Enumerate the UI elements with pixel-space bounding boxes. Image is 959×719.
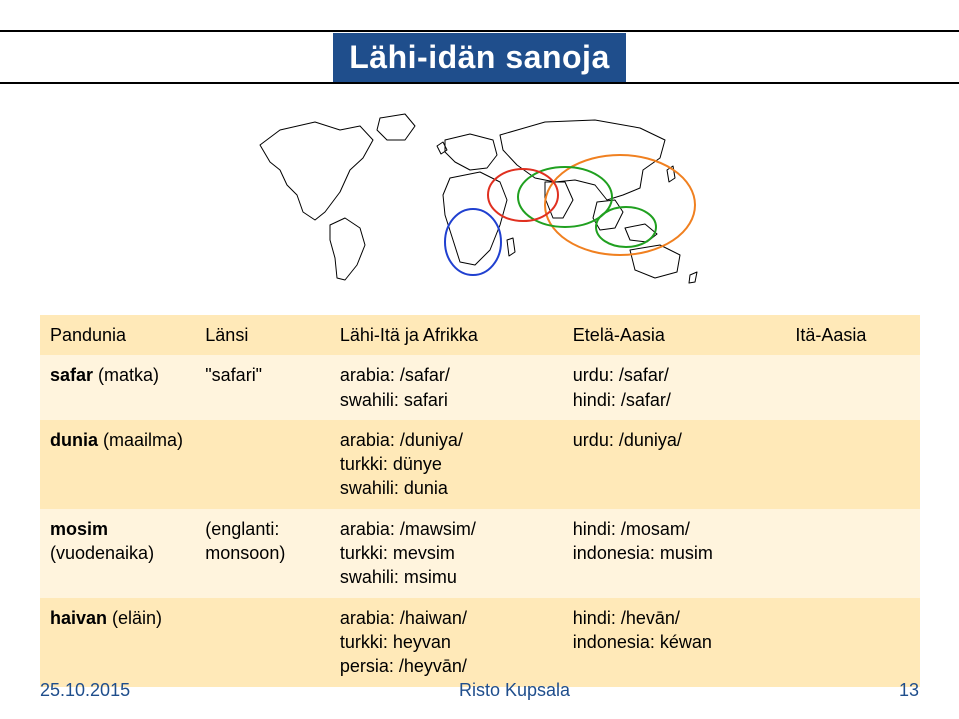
footer-page: 13 bbox=[899, 680, 919, 701]
cell-lahi: arabia: /mawsim/turkki: mevsimswahili: m… bbox=[330, 509, 563, 598]
circle-green-sea bbox=[596, 207, 656, 247]
cell-pandunia: safar (matka) bbox=[40, 355, 195, 420]
footer-author: Risto Kupsala bbox=[459, 680, 570, 701]
vocab-table: Pandunia Länsi Lähi-Itä ja Afrikka Etelä… bbox=[40, 315, 920, 687]
circle-orange-southasia bbox=[545, 155, 695, 255]
th-ita-aasia: Itä-Aasia bbox=[785, 315, 920, 355]
cell-lansi: (englanti: monsoon) bbox=[195, 509, 330, 598]
th-lahi-ita: Lähi-Itä ja Afrikka bbox=[330, 315, 563, 355]
cell-ita bbox=[785, 509, 920, 598]
cell-pandunia: haivan (eläin) bbox=[40, 598, 195, 687]
world-map-svg bbox=[245, 100, 715, 290]
circle-red-arabic bbox=[488, 169, 558, 221]
cell-lansi bbox=[195, 598, 330, 687]
landmasses bbox=[260, 114, 697, 283]
cell-lahi: arabia: /safar/swahili: safari bbox=[330, 355, 563, 420]
page-title: Lähi-idän sanoja bbox=[333, 33, 625, 82]
cell-etela: urdu: /safar/hindi: /safar/ bbox=[563, 355, 786, 420]
cell-ita bbox=[785, 355, 920, 420]
cell-ita bbox=[785, 420, 920, 509]
table-row: haivan (eläin) arabia: /haiwan/turkki: h… bbox=[40, 598, 920, 687]
th-pandunia: Pandunia bbox=[40, 315, 195, 355]
world-map bbox=[245, 100, 715, 290]
table-row: dunia (maailma) arabia: /duniya/turkki: … bbox=[40, 420, 920, 509]
table-header-row: Pandunia Länsi Lähi-Itä ja Afrikka Etelä… bbox=[40, 315, 920, 355]
th-lansi: Länsi bbox=[195, 315, 330, 355]
cell-etela: urdu: /duniya/ bbox=[563, 420, 786, 509]
cell-ita bbox=[785, 598, 920, 687]
slide-footer: 25.10.2015 Risto Kupsala 13 bbox=[0, 680, 959, 701]
table-row: safar (matka) "safari" arabia: /safar/sw… bbox=[40, 355, 920, 420]
cell-pandunia: mosim(vuodenaika) bbox=[40, 509, 195, 598]
cell-etela: hindi: /mosam/indonesia: musim bbox=[563, 509, 786, 598]
cell-etela: hindi: /hevān/indonesia: kéwan bbox=[563, 598, 786, 687]
table-row: mosim(vuodenaika) (englanti: monsoon) ar… bbox=[40, 509, 920, 598]
cell-lahi: arabia: /haiwan/turkki: heyvanpersia: /h… bbox=[330, 598, 563, 687]
footer-date: 25.10.2015 bbox=[40, 680, 130, 701]
cell-lansi: "safari" bbox=[195, 355, 330, 420]
cell-lansi bbox=[195, 420, 330, 509]
th-etela-aasia: Etelä-Aasia bbox=[563, 315, 786, 355]
cell-lahi: arabia: /duniya/turkki: dünyeswahili: du… bbox=[330, 420, 563, 509]
title-bar: Lähi-idän sanoja bbox=[0, 30, 959, 84]
cell-pandunia: dunia (maailma) bbox=[40, 420, 195, 509]
